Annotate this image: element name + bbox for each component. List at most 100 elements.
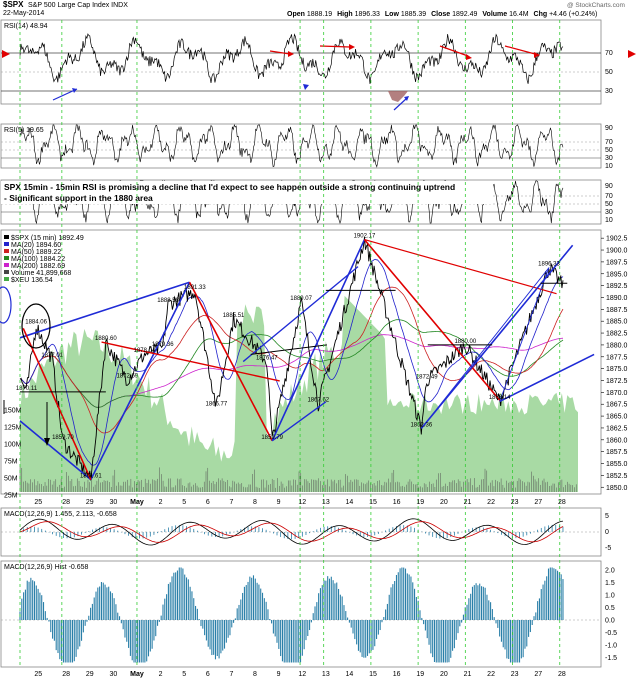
rsi-extra-tick-90: 90 xyxy=(605,183,613,190)
hist-tick-label: 1.5 xyxy=(605,580,615,587)
price-tick-label: 1872.5 xyxy=(606,378,628,385)
price-tick-label: 1870.0 xyxy=(606,390,628,397)
hist-tick-label: -1.5 xyxy=(605,655,617,662)
macd-tick-0: 0 xyxy=(605,529,609,536)
legend-swatch xyxy=(4,249,9,253)
x-label-bottom: 28 xyxy=(62,671,70,678)
hist-tick-label: 0.5 xyxy=(605,605,615,612)
hist-axis: 2.0 1.5 1.0 0.5 0.0 -0.5 -1.0 -1.5 xyxy=(605,568,617,663)
hist-legend: MACD(12,26,9) Hist -0.658 xyxy=(4,564,89,571)
hist-tick-label: -1.0 xyxy=(605,643,617,650)
legend-entry: MA(100) 1884.22 xyxy=(11,256,65,263)
x-label-price: 14 xyxy=(346,499,354,506)
legend-entry: $XEU 136.54 xyxy=(11,277,53,284)
macd-line xyxy=(19,518,564,546)
price-tick-label: 1885.0 xyxy=(606,319,628,326)
rsi5-legend: RSI(5) 19.65 xyxy=(4,127,44,134)
price-tick-label: 1900.0 xyxy=(606,248,628,255)
rsi14-down-arrow-1 xyxy=(269,50,291,55)
rsi14-down-arrow-4 xyxy=(504,45,536,55)
x-label-price: 19 xyxy=(416,499,424,506)
price-point-label: 1872.69 xyxy=(116,374,138,380)
legend-entry: MA(50) 1889.22 xyxy=(11,249,61,256)
chart-date: 22-May-2014 xyxy=(3,10,44,17)
channel-line xyxy=(499,267,550,402)
legend-swatch xyxy=(4,263,9,267)
x-label-price: 13 xyxy=(322,499,330,506)
x-label-price: 27 xyxy=(534,499,542,506)
legend-swatch xyxy=(4,277,9,281)
price-tick-label: 1897.5 xyxy=(606,259,628,266)
price-point-label: 1876.47 xyxy=(256,356,278,362)
rsi5-tick-10: 10 xyxy=(605,163,613,170)
downtrend-line xyxy=(22,327,92,480)
top-left-marker xyxy=(2,50,10,58)
x-label-price: May xyxy=(130,499,144,506)
macd-hist-panel: MACD(12,26,9) Hist -0.658 2.0 1.5 1.0 0.5 0.… xyxy=(0,560,617,668)
price-tick-label: 1857.5 xyxy=(606,449,628,456)
x-axis-bottom: 25 28 29 30 May 2 5 6 7 8 9 12 13 14 15 16 19 20 21 22 23 27 2… xyxy=(34,671,566,678)
rsi14-up-arrow-head-2 xyxy=(404,96,409,101)
channel-line xyxy=(420,244,574,429)
price-point-label: 1870.11 xyxy=(16,386,38,392)
price-point-label: 1877.01 xyxy=(41,353,63,359)
price-point-label: 1851.61 xyxy=(80,474,102,480)
x-label-bottom: 6 xyxy=(206,671,210,678)
x-label-bottom: 28 xyxy=(558,671,566,678)
channel-line xyxy=(242,266,359,363)
x-label-price: 23 xyxy=(511,499,519,506)
x-label-bottom: 5 xyxy=(182,671,186,678)
support-line xyxy=(250,344,327,355)
price-line xyxy=(19,237,564,481)
x-label-bottom: 30 xyxy=(109,671,117,678)
macd-legend: MACD(12,26,9) 1.455, 2.113, -0.658 xyxy=(4,511,117,518)
price-tick-label: 1867.5 xyxy=(606,402,628,409)
rsi14-down-arrow-head-1 xyxy=(288,51,294,57)
price-point-label: 1880.60 xyxy=(95,336,117,342)
rsi14-down-arrow-head-2 xyxy=(349,44,355,50)
price-tick-label: 1877.5 xyxy=(606,354,628,361)
price-point-label: 1862.36 xyxy=(410,423,432,429)
volume-tick-label: 75M xyxy=(4,459,18,466)
rsi14-tick-30: 30 xyxy=(605,88,613,95)
rsi14-tick-50: 50 xyxy=(605,69,613,76)
macd-mini-histogram xyxy=(19,524,564,540)
x-label-price: 29 xyxy=(86,499,94,506)
rsi14-blue-marker-1 xyxy=(303,84,309,90)
rsi-extra-tick-50: 50 xyxy=(605,201,613,208)
annotation-box xyxy=(1,181,493,204)
price-point-label: 1872.49 xyxy=(416,375,438,381)
x-label-bottom: 19 xyxy=(416,671,424,678)
rsi5-tick-70: 70 xyxy=(605,139,613,146)
price-point-label: 1859.79 xyxy=(261,435,283,441)
price-tick-label: 1895.0 xyxy=(606,271,628,278)
xeu-area xyxy=(20,295,578,492)
volume-tick-label: 150M xyxy=(4,408,22,415)
price-point-label: 1859.70 xyxy=(52,435,74,441)
price-tick-label: 1865.0 xyxy=(606,414,628,421)
channel-line xyxy=(499,353,595,403)
index-name: S&P 500 Large Cap Index INDX xyxy=(28,2,128,9)
x-label-price: 25 xyxy=(34,499,42,506)
channel-line xyxy=(90,281,191,481)
rsi-extra-tick-30: 30 xyxy=(605,209,613,216)
rsi14-tick-70: 70 xyxy=(605,50,613,57)
x-label-price: 16 xyxy=(393,499,401,506)
hist-tick-label: 0.0 xyxy=(605,618,615,625)
x-label-bottom: 14 xyxy=(346,671,354,678)
price-tick-label: 1855.0 xyxy=(606,461,628,468)
support-arrow-head xyxy=(44,438,50,446)
price-tick-label: 1850.0 xyxy=(606,485,628,492)
trendlines xyxy=(19,239,595,481)
rsi14-fill xyxy=(388,91,408,102)
legend-swatch xyxy=(4,270,9,274)
x-label-bottom: 7 xyxy=(229,671,233,678)
x-label-price: 2 xyxy=(159,499,163,506)
rsi-extra-panel: 90 70 50 30 10 SPX 15min - 15min RSI is … xyxy=(0,179,613,225)
price-axis: 1902.5 1900.0 1897.5 1895.0 1892.5 1890.0 1887… xyxy=(601,236,628,492)
downtrend-line xyxy=(364,239,557,295)
channel-line xyxy=(420,267,550,429)
rsi5-tick-90: 90 xyxy=(605,125,613,132)
price-point-label: 1868.14 xyxy=(489,395,511,401)
